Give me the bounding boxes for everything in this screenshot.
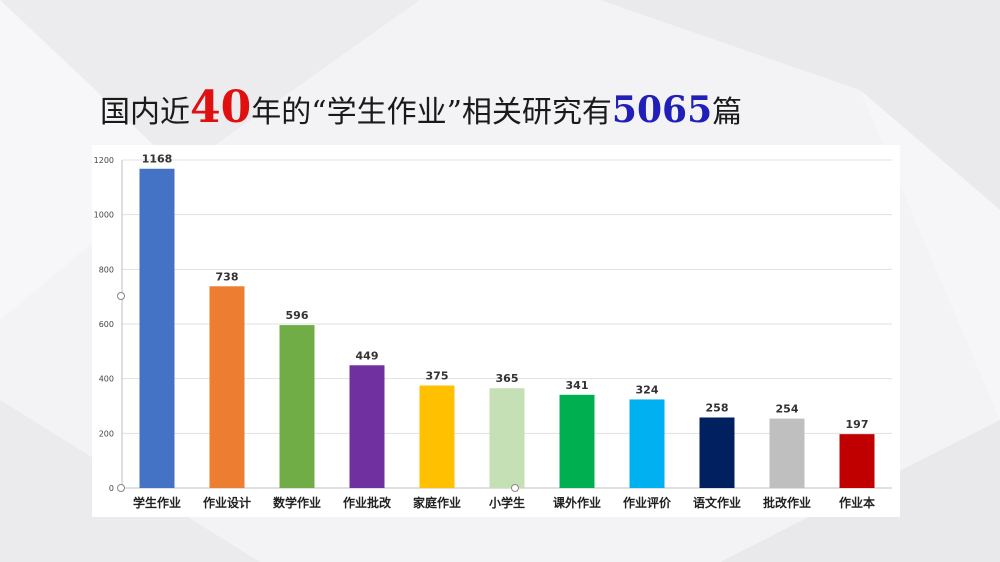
y-tick-label: 400 (99, 375, 114, 384)
bar (769, 418, 805, 488)
y-tick-label: 600 (99, 320, 114, 329)
bar (209, 286, 245, 488)
selection-handle-bottom-center[interactable] (511, 484, 519, 492)
x-tick-label: 数学作业 (273, 495, 321, 510)
selection-handle-bottom-left[interactable] (117, 484, 125, 492)
y-tick-label: 1200 (94, 156, 114, 165)
x-tick-label: 家庭作业 (413, 495, 461, 510)
data-label: 258 (706, 401, 729, 414)
data-label: 375 (426, 370, 449, 383)
data-label: 449 (356, 349, 379, 362)
x-tick-label: 批改作业 (763, 495, 811, 510)
page-title: 国内近40年的“学生作业”相关研究有5065篇 (100, 78, 742, 138)
y-tick-label: 1000 (94, 211, 114, 220)
bar (489, 388, 525, 488)
bar-chart: 0 200 400 600 800 1000 1200 1168 学生作业 738 作业设计 596 数… (94, 153, 892, 510)
bar (629, 399, 665, 488)
x-tick-label: 作业批改 (343, 495, 392, 510)
data-label: 365 (496, 372, 519, 385)
data-label: 738 (216, 270, 239, 283)
chart-panel: 0 200 400 600 800 1000 1200 1168 学生作业 738 作业设计 596 数… (92, 145, 900, 517)
data-label: 596 (286, 309, 309, 322)
bar (559, 394, 595, 488)
y-tick-label: 200 (99, 429, 114, 438)
x-tick-label: 作业设计 (203, 495, 251, 510)
x-tick-label: 作业本 (839, 495, 875, 510)
x-tick-label: 课外作业 (553, 495, 601, 510)
title-years-highlight: 40 (190, 82, 252, 133)
data-label: 197 (846, 418, 869, 431)
bar (139, 168, 175, 488)
bar (279, 325, 315, 488)
x-tick-label: 小学生 (489, 495, 525, 510)
bar (349, 365, 385, 488)
selection-handle-left[interactable] (117, 292, 125, 300)
x-tick-label: 语文作业 (693, 495, 741, 510)
x-tick-label: 学生作业 (133, 495, 181, 510)
y-tick-label: 800 (99, 265, 114, 274)
x-tick-label: 作业评价 (623, 495, 672, 510)
title-text-3: 篇 (712, 95, 743, 130)
data-label: 324 (636, 383, 659, 396)
title-count-highlight: 5065 (611, 89, 713, 131)
bar (419, 385, 455, 488)
y-tick-label: 0 (109, 484, 114, 493)
bar (839, 434, 875, 488)
data-label: 254 (776, 403, 799, 416)
data-label: 341 (566, 379, 589, 392)
title-text-1: 国内近 (100, 95, 190, 130)
data-label: 1168 (142, 153, 173, 166)
title-text-2: 年的“学生作业”相关研究有 (251, 95, 612, 130)
bar (699, 417, 735, 488)
